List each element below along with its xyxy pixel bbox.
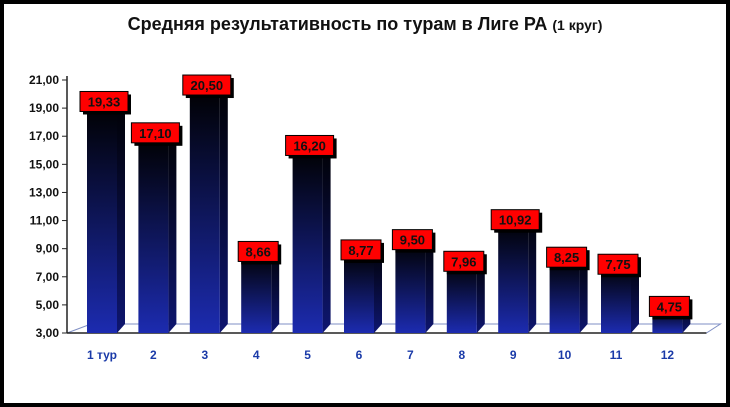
data-label: 10,92 (490, 209, 543, 233)
x-tick-label: 9 (510, 348, 517, 362)
data-label-text: 9,50 (400, 233, 425, 248)
data-label: 8,25 (546, 246, 590, 271)
y-tick-label: 5,00 (36, 298, 60, 312)
bar-front (498, 221, 529, 333)
data-label-box (546, 246, 588, 268)
data-label: 7,75 (597, 253, 641, 278)
data-label-box (648, 295, 690, 317)
y-tick-label: 7,00 (36, 270, 60, 284)
data-label-box (79, 90, 129, 112)
bar-front (446, 263, 477, 333)
data-label-text: 8,77 (348, 243, 373, 258)
data-label-text: 7,96 (451, 254, 476, 269)
data-label-text: 8,66 (246, 244, 271, 259)
x-tick-label: 11 (610, 348, 623, 362)
chart-title-text: Средняя результативность по турам в Лиге… (127, 14, 548, 34)
bar-side (528, 212, 537, 333)
data-label-box (285, 134, 335, 156)
data-label-box (391, 229, 433, 251)
bar (189, 78, 228, 334)
bar-front (138, 134, 169, 333)
x-tick-label: 4 (253, 348, 260, 362)
bar (292, 138, 331, 333)
bar-front (395, 241, 426, 333)
bar-side (219, 78, 228, 334)
bar-side (579, 250, 588, 333)
chart-title-suffix: (1 круг) (552, 17, 603, 33)
y-tick-label: 11,00 (30, 214, 60, 228)
chart-title: Средняя результативность по турам в Лиге… (0, 14, 730, 35)
data-label-text: 19,33 (88, 94, 121, 109)
data-label-text: 16,20 (293, 138, 326, 153)
y-tick-label: 13,00 (29, 185, 59, 199)
x-tick-label: 12 (661, 348, 675, 362)
data-label: 7,96 (443, 250, 487, 275)
data-label: 17,10 (130, 122, 183, 146)
data-label-text: 10,92 (499, 213, 532, 228)
bar-side (117, 94, 125, 333)
data-label: 8,77 (340, 239, 384, 263)
bar-front (241, 253, 272, 333)
x-tick-label: 10 (558, 348, 572, 362)
bar-front (189, 87, 220, 334)
data-label-box (443, 250, 485, 272)
bar-front (87, 103, 117, 333)
bar-front (292, 147, 323, 333)
bar-side (374, 242, 382, 333)
y-tick-label: 15,00 (29, 157, 59, 171)
x-tick-label: 5 (304, 348, 311, 362)
data-label-text: 7,75 (605, 257, 630, 272)
x-tick-label: 6 (356, 348, 363, 362)
x-tick-label: 8 (458, 348, 465, 362)
data-label: 9,50 (391, 229, 436, 253)
x-tick-label: 2 (150, 348, 157, 362)
data-label: 4,75 (648, 295, 693, 320)
x-tick-label: 7 (407, 348, 414, 362)
data-label-box (237, 240, 279, 262)
y-tick-label: 19,00 (29, 101, 59, 115)
bar-side (271, 244, 280, 333)
y-tick-label: 9,00 (36, 242, 60, 256)
chart-data-labels: 19,33 17,10 20,50 8,66 16,20 8,77 9,50 7,96 10,9… (79, 74, 693, 320)
bar-side (425, 232, 434, 333)
y-tick-label: 3,00 (36, 326, 60, 340)
bar (87, 94, 125, 333)
bar-front (344, 251, 374, 333)
bar-side (322, 138, 331, 333)
y-tick-label: 17,00 (29, 129, 59, 143)
x-tick-label: 3 (201, 348, 208, 362)
data-label: 16,20 (285, 134, 337, 159)
data-label-box (130, 122, 180, 144)
data-label: 20,50 (182, 74, 234, 99)
bar-front (601, 266, 631, 333)
data-label-box (490, 209, 540, 231)
bar-side (168, 125, 177, 333)
data-label-box (340, 239, 382, 261)
data-label: 8,66 (237, 240, 282, 265)
y-tick-label: 21,00 (29, 73, 59, 87)
data-label-box (182, 74, 232, 96)
data-label-text: 8,25 (554, 250, 579, 265)
chart-bars (87, 78, 691, 334)
bar (138, 125, 177, 333)
data-label-box (597, 253, 639, 275)
x-tick-label: 1 тур (87, 348, 117, 362)
bar-front (549, 259, 580, 333)
data-label-text: 17,10 (139, 126, 172, 141)
data-label: 19,33 (79, 90, 131, 115)
data-label-text: 4,75 (657, 299, 682, 314)
data-label-text: 20,50 (191, 78, 224, 93)
